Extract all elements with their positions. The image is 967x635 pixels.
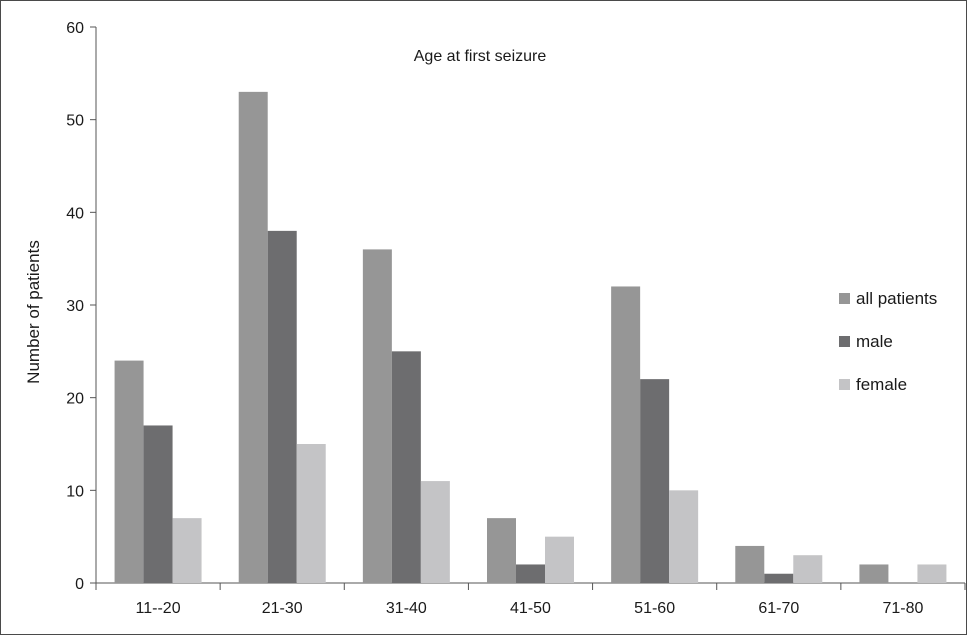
bar-male-61-70 xyxy=(764,573,794,583)
legend: all patients male female xyxy=(839,289,937,394)
x-tick-labels: 11--20 21-30 31-40 41-50 51-60 61-70 71-80 xyxy=(136,600,924,617)
bar-female-61-70 xyxy=(793,555,823,583)
x-tick-label: 61-70 xyxy=(758,600,799,617)
bar-all-patients-41-50 xyxy=(487,518,516,583)
bar-male-11--20 xyxy=(143,425,173,583)
bar-male-51-60 xyxy=(640,379,670,583)
bar-female-41-50 xyxy=(545,536,574,583)
axes xyxy=(90,26,966,590)
bar-female-51-60 xyxy=(669,490,699,583)
bar-male-21-30 xyxy=(267,230,297,583)
legend-swatch-all-patients xyxy=(839,293,850,304)
bar-female-21-30 xyxy=(296,444,326,583)
y-tick-label: 60 xyxy=(66,20,84,37)
y-tick-label: 10 xyxy=(66,483,84,500)
legend-label: male xyxy=(856,332,893,351)
x-tick-label: 51-60 xyxy=(634,600,675,617)
x-tick-label: 31-40 xyxy=(386,600,427,617)
legend-label: female xyxy=(856,375,907,394)
bar-female-71-80 xyxy=(917,564,947,583)
bar-male-31-40 xyxy=(391,351,421,583)
bar-all-patients-51-60 xyxy=(611,286,641,583)
y-tick-label: 0 xyxy=(75,576,84,593)
y-axis-label: Number of patients xyxy=(24,240,43,384)
bar-all-patients-21-30 xyxy=(238,91,268,583)
x-tick-label: 41-50 xyxy=(510,600,551,617)
bars xyxy=(114,91,947,583)
bar-all-patients-71-80 xyxy=(859,564,889,583)
bar-male-41-50 xyxy=(516,564,545,583)
bar-all-patients-61-70 xyxy=(735,545,765,583)
y-tick-label: 20 xyxy=(66,391,84,408)
y-tick-label: 50 xyxy=(66,113,84,130)
bar-all-patients-11--20 xyxy=(114,360,144,583)
legend-swatch-male xyxy=(839,336,850,347)
bar-female-31-40 xyxy=(420,481,450,583)
y-tick-label: 30 xyxy=(66,298,84,315)
chart-title: Age at first seizure xyxy=(414,48,547,65)
x-tick-label: 21-30 xyxy=(262,600,303,617)
x-tick-label: 71-80 xyxy=(882,600,923,617)
x-tick-label: 11--20 xyxy=(136,600,181,617)
bar-female-11--20 xyxy=(172,518,202,583)
y-tick-labels: 0 10 20 30 40 50 60 xyxy=(66,20,84,593)
y-tick-label: 40 xyxy=(66,205,84,222)
bar-all-patients-31-40 xyxy=(362,249,392,583)
legend-swatch-female xyxy=(839,379,850,390)
legend-label: all patients xyxy=(856,289,937,308)
